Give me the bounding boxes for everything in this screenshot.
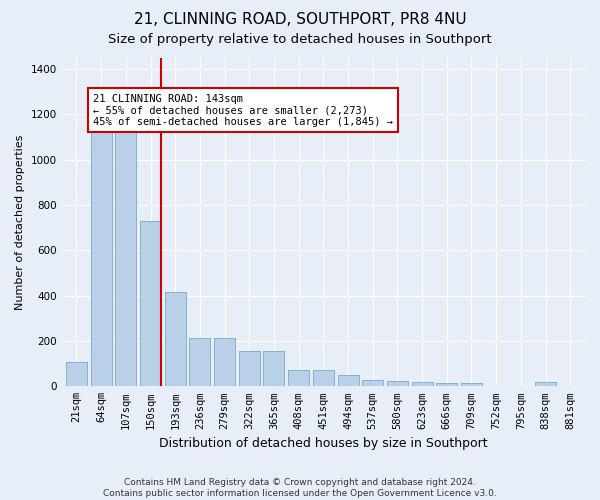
Bar <box>362 380 383 386</box>
Bar <box>461 383 482 386</box>
Bar <box>115 124 136 386</box>
Bar <box>91 124 112 386</box>
Bar <box>313 370 334 386</box>
Bar <box>387 380 408 386</box>
Bar <box>165 292 186 386</box>
Bar <box>412 382 433 386</box>
Bar <box>140 221 161 386</box>
Bar <box>288 370 309 386</box>
Bar <box>263 351 284 386</box>
Bar <box>239 351 260 386</box>
Text: Size of property relative to detached houses in Southport: Size of property relative to detached ho… <box>108 32 492 46</box>
Y-axis label: Number of detached properties: Number of detached properties <box>15 134 25 310</box>
Bar <box>190 338 211 386</box>
Bar <box>535 382 556 386</box>
Text: 21 CLINNING ROAD: 143sqm
← 55% of detached houses are smaller (2,273)
45% of sem: 21 CLINNING ROAD: 143sqm ← 55% of detach… <box>93 94 393 127</box>
Bar <box>214 338 235 386</box>
Text: Contains HM Land Registry data © Crown copyright and database right 2024.
Contai: Contains HM Land Registry data © Crown c… <box>103 478 497 498</box>
Bar <box>66 362 87 386</box>
Text: 21, CLINNING ROAD, SOUTHPORT, PR8 4NU: 21, CLINNING ROAD, SOUTHPORT, PR8 4NU <box>134 12 466 28</box>
Bar <box>436 383 457 386</box>
X-axis label: Distribution of detached houses by size in Southport: Distribution of detached houses by size … <box>159 437 488 450</box>
Bar <box>338 375 359 386</box>
